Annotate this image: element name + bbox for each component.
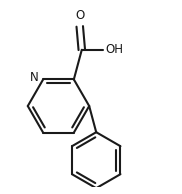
Text: OH: OH [105, 43, 123, 56]
Text: O: O [75, 9, 84, 22]
Text: N: N [30, 71, 39, 84]
